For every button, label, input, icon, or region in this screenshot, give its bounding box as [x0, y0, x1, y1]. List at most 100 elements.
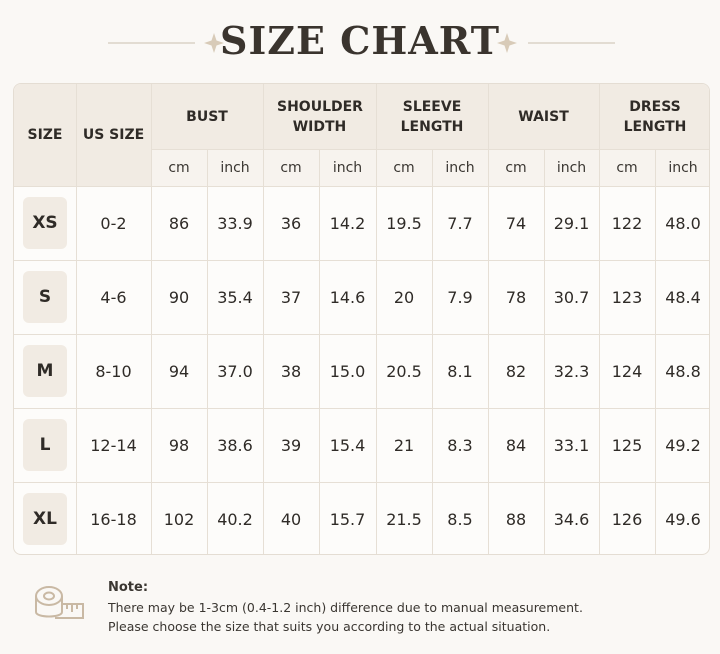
- cell: 15.4: [329, 435, 366, 455]
- cell: 78: [505, 287, 527, 307]
- cell: 0-2: [100, 213, 127, 233]
- cell: 38.6: [217, 435, 253, 455]
- row-line: [14, 260, 709, 261]
- column-header-text: SLEEVE LENGTH: [400, 98, 464, 135]
- note-line: There may be 1-3cm (0.4-1.2 inch) differ…: [108, 600, 583, 615]
- cell: 90: [168, 287, 190, 307]
- unit-header: cm: [505, 159, 527, 176]
- cell: 12-14: [90, 435, 137, 455]
- unit-row-bg: [151, 149, 709, 186]
- cell: 48.8: [665, 361, 701, 381]
- note-label: Note:: [108, 580, 149, 595]
- row-line: [14, 186, 709, 187]
- cell: 84: [505, 435, 527, 455]
- column-line: [488, 84, 489, 554]
- cell: 14.6: [329, 287, 366, 307]
- note-line: Please choose the size that suits you ac…: [108, 619, 551, 634]
- cell: 36: [280, 213, 302, 233]
- unit-header: cm: [168, 159, 190, 176]
- column-line: [376, 84, 377, 554]
- cell: 88: [505, 509, 527, 529]
- cell: 20: [393, 287, 415, 307]
- cell: 7.7: [447, 213, 473, 233]
- column-line: [432, 149, 433, 554]
- column-line: [319, 149, 320, 554]
- cell: 33.1: [553, 435, 590, 455]
- cell: 48.4: [665, 287, 701, 307]
- column-header-text: SIZE: [27, 127, 63, 143]
- row-line: [151, 149, 709, 150]
- cell: 32.3: [553, 361, 590, 381]
- unit-header: inch: [556, 159, 587, 176]
- cell: 125: [611, 435, 643, 455]
- cell: 4-6: [100, 287, 127, 307]
- cell: 122: [611, 213, 643, 233]
- cell: 8.3: [447, 435, 473, 455]
- cell: 15.0: [329, 361, 366, 381]
- cell: 34.6: [553, 509, 590, 529]
- column-header-text: DRESS LENGTH: [623, 98, 687, 135]
- title-decoration: [108, 33, 615, 53]
- cell: 123: [611, 287, 643, 307]
- column-header: BUST: [151, 84, 263, 149]
- unit-header: inch: [332, 159, 363, 176]
- cell: 8.1: [447, 361, 473, 381]
- row-line: [14, 482, 709, 483]
- cell: 40: [280, 509, 302, 529]
- cell: 98: [168, 435, 190, 455]
- unit-header: cm: [616, 159, 638, 176]
- tape-icon: [35, 586, 84, 619]
- cell: 37: [280, 287, 302, 307]
- column-header: WAIST: [488, 84, 599, 149]
- column-header-text: SHOULDER WIDTH: [277, 98, 363, 135]
- cell: 21.5: [386, 509, 422, 529]
- column-header-text: US SIZE: [82, 127, 145, 143]
- cell: 33.9: [217, 213, 253, 233]
- unit-header: inch: [445, 159, 475, 176]
- cell: 16-18: [90, 509, 137, 529]
- column-line: [544, 149, 545, 554]
- column-header: US SIZE: [76, 84, 151, 186]
- cell: 7.9: [447, 287, 473, 307]
- cell: 48.0: [665, 213, 701, 233]
- column-line: [263, 84, 264, 554]
- cell: 49.6: [665, 509, 701, 529]
- title: SIZE CHART: [220, 18, 500, 63]
- cell: 82: [505, 361, 527, 381]
- row-line: [14, 334, 709, 335]
- column-header: SHOULDER WIDTH: [263, 84, 376, 149]
- cell: 8-10: [95, 361, 132, 381]
- column-line: [207, 149, 208, 554]
- size-table: SIZE US SIZE BUST SHOULDER WIDTH SLEEVE LENG…: [13, 83, 710, 555]
- size-badge: L: [23, 419, 67, 471]
- cell: 38: [280, 361, 302, 381]
- cell: 39: [280, 435, 302, 455]
- unit-header: inch: [220, 159, 250, 176]
- size-badge: XL: [23, 493, 67, 545]
- column-header: SLEEVE LENGTH: [376, 84, 488, 149]
- unit-header: cm: [393, 159, 415, 176]
- cell: 126: [611, 509, 643, 529]
- column-line: [151, 84, 152, 554]
- unit-header: cm: [280, 159, 302, 176]
- cell: 35.4: [217, 287, 253, 307]
- unit-header: inch: [668, 159, 698, 176]
- column-line: [655, 149, 656, 554]
- column-header-text: WAIST: [518, 108, 569, 125]
- cell: 74: [505, 213, 527, 233]
- cell: 49.2: [665, 435, 701, 455]
- cell: 14.2: [329, 213, 366, 233]
- size-badge: XS: [23, 197, 67, 249]
- cell: 30.7: [553, 287, 590, 307]
- cell: 102: [163, 509, 195, 529]
- column-header: SIZE: [14, 84, 76, 186]
- row-line: [14, 408, 709, 409]
- size-badge: M: [23, 345, 67, 397]
- cell: 20.5: [386, 361, 422, 381]
- cell: 8.5: [447, 509, 473, 529]
- cell: 15.7: [329, 509, 366, 529]
- cell: 19.5: [386, 213, 422, 233]
- column-header: DRESS LENGTH: [599, 84, 709, 149]
- size-badge: S: [23, 271, 67, 323]
